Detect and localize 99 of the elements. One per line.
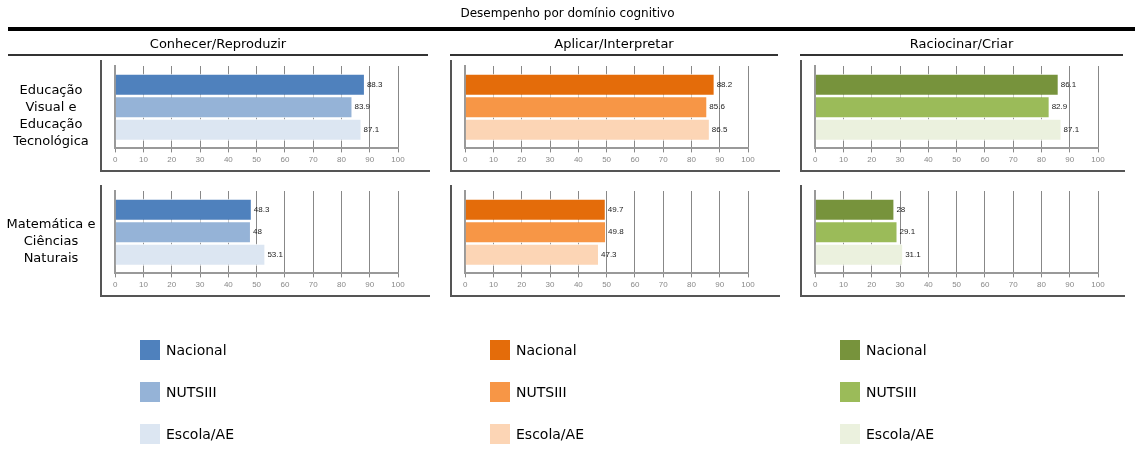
x-tick-label: 80 bbox=[686, 280, 697, 290]
x-tick-label: 40 bbox=[573, 155, 584, 165]
legend-label: NUTSIII bbox=[516, 384, 567, 400]
x-tick-label: 20 bbox=[167, 280, 177, 290]
x-tick-label: 50 bbox=[602, 280, 612, 290]
x-tick-label: 70 bbox=[1008, 280, 1019, 290]
data-label: 83.9 bbox=[354, 102, 371, 112]
legend-label: Escola/AE bbox=[866, 426, 935, 442]
x-tick-label: 100 bbox=[391, 155, 406, 165]
x-tick-label: 50 bbox=[952, 280, 962, 290]
data-label: 48 bbox=[252, 227, 263, 237]
x-tick-label: 100 bbox=[1091, 280, 1106, 290]
x-tick-label: 60 bbox=[630, 155, 640, 165]
x-tick-label: 30 bbox=[895, 155, 906, 165]
legend-label: Nacional bbox=[166, 342, 227, 358]
x-tick-label: 70 bbox=[308, 155, 319, 165]
x-tick-label: 20 bbox=[167, 155, 177, 165]
x-tick-label: 100 bbox=[741, 280, 756, 290]
x-tick-label: 10 bbox=[139, 155, 149, 165]
data-label: 86.1 bbox=[1060, 79, 1077, 89]
data-label: 49.7 bbox=[607, 204, 624, 214]
x-tick-label: 70 bbox=[308, 280, 319, 290]
x-tick-label: 30 bbox=[895, 280, 906, 290]
x-tick-label: 0 bbox=[813, 155, 818, 165]
chart-title: Raciocinar/Criar bbox=[800, 36, 1123, 56]
x-tick-label: 10 bbox=[489, 280, 499, 290]
x-tick-label: 90 bbox=[715, 280, 725, 290]
data-label: 53.1 bbox=[267, 249, 284, 259]
x-tick-label: 20 bbox=[867, 155, 877, 165]
x-tick-label: 60 bbox=[280, 155, 290, 165]
legend-label: Nacional bbox=[516, 342, 577, 358]
x-tick-label: 50 bbox=[252, 280, 262, 290]
data-label: 87.1 bbox=[363, 124, 380, 134]
x-tick-label: 90 bbox=[365, 155, 375, 165]
chart-title: Aplicar/Interpretar bbox=[450, 36, 778, 56]
x-tick-label: 50 bbox=[602, 155, 612, 165]
x-tick-label: 80 bbox=[336, 280, 347, 290]
x-tick-label: 10 bbox=[139, 280, 149, 290]
x-tick-label: 40 bbox=[923, 155, 934, 165]
x-tick-label: 90 bbox=[715, 155, 725, 165]
x-tick-label: 20 bbox=[867, 280, 877, 290]
x-tick-label: 40 bbox=[223, 155, 234, 165]
x-tick-label: 90 bbox=[1065, 155, 1075, 165]
x-tick-label: 30 bbox=[545, 280, 556, 290]
x-tick-label: 0 bbox=[113, 280, 118, 290]
x-tick-label: 0 bbox=[463, 155, 468, 165]
x-tick-label: 40 bbox=[573, 280, 584, 290]
data-label: 87.1 bbox=[1063, 124, 1080, 134]
x-tick-label: 10 bbox=[489, 155, 499, 165]
x-tick-label: 60 bbox=[980, 155, 990, 165]
x-tick-label: 80 bbox=[1036, 155, 1047, 165]
x-tick-label: 70 bbox=[1008, 155, 1019, 165]
x-tick-label: 30 bbox=[195, 280, 206, 290]
y-axis-title: Educação Visual e Educação Tecnológica bbox=[12, 81, 90, 150]
legend-label: Escola/AE bbox=[166, 426, 235, 442]
x-tick-label: 10 bbox=[839, 155, 849, 165]
legend-label: Nacional bbox=[866, 342, 927, 358]
chart-title: Conhecer/Reproduzir bbox=[8, 36, 428, 56]
data-label: 86.5 bbox=[711, 124, 728, 134]
data-label: 28 bbox=[896, 204, 906, 214]
legend-label: Escola/AE bbox=[516, 426, 585, 442]
x-tick-label: 0 bbox=[463, 280, 468, 290]
data-label: 29.1 bbox=[899, 227, 916, 237]
data-label: 31.1 bbox=[905, 249, 922, 259]
legend-label: NUTSIII bbox=[166, 384, 217, 400]
x-tick-label: 100 bbox=[1091, 155, 1106, 165]
x-tick-label: 30 bbox=[195, 155, 206, 165]
x-tick-label: 40 bbox=[223, 280, 234, 290]
x-tick-label: 100 bbox=[741, 155, 756, 165]
x-tick-label: 80 bbox=[686, 155, 697, 165]
data-label: 47.3 bbox=[600, 249, 618, 259]
x-tick-label: 30 bbox=[545, 155, 556, 165]
x-tick-label: 90 bbox=[365, 280, 375, 290]
x-tick-label: 60 bbox=[630, 280, 640, 290]
data-label: 85.6 bbox=[709, 102, 726, 112]
x-tick-label: 70 bbox=[658, 155, 669, 165]
x-tick-label: 100 bbox=[391, 280, 406, 290]
x-tick-label: 90 bbox=[1065, 280, 1075, 290]
data-label: 49.8 bbox=[608, 227, 625, 237]
x-tick-label: 40 bbox=[923, 280, 934, 290]
text: Desempenho por domínio cognitivo bbox=[459, 6, 676, 20]
x-tick-label: 60 bbox=[980, 280, 990, 290]
x-tick-label: 10 bbox=[839, 280, 849, 290]
x-tick-label: 70 bbox=[658, 280, 669, 290]
x-tick-label: 50 bbox=[252, 155, 262, 165]
x-tick-label: 0 bbox=[813, 280, 818, 290]
x-tick-label: 80 bbox=[336, 155, 347, 165]
data-label: 82.9 bbox=[1051, 102, 1068, 112]
x-tick-label: 60 bbox=[280, 280, 290, 290]
x-tick-label: 80 bbox=[1036, 280, 1047, 290]
data-label: 88.2 bbox=[716, 79, 733, 89]
x-tick-label: 20 bbox=[517, 280, 527, 290]
x-tick-label: 20 bbox=[517, 155, 527, 165]
legend-label: NUTSIII bbox=[866, 384, 917, 400]
data-label: 48.3 bbox=[253, 204, 270, 214]
x-tick-label: 0 bbox=[113, 155, 118, 165]
y-axis-title: Matemática e Ciências Naturais bbox=[5, 214, 97, 267]
x-tick-label: 50 bbox=[952, 155, 962, 165]
data-label: 88.3 bbox=[366, 79, 384, 89]
